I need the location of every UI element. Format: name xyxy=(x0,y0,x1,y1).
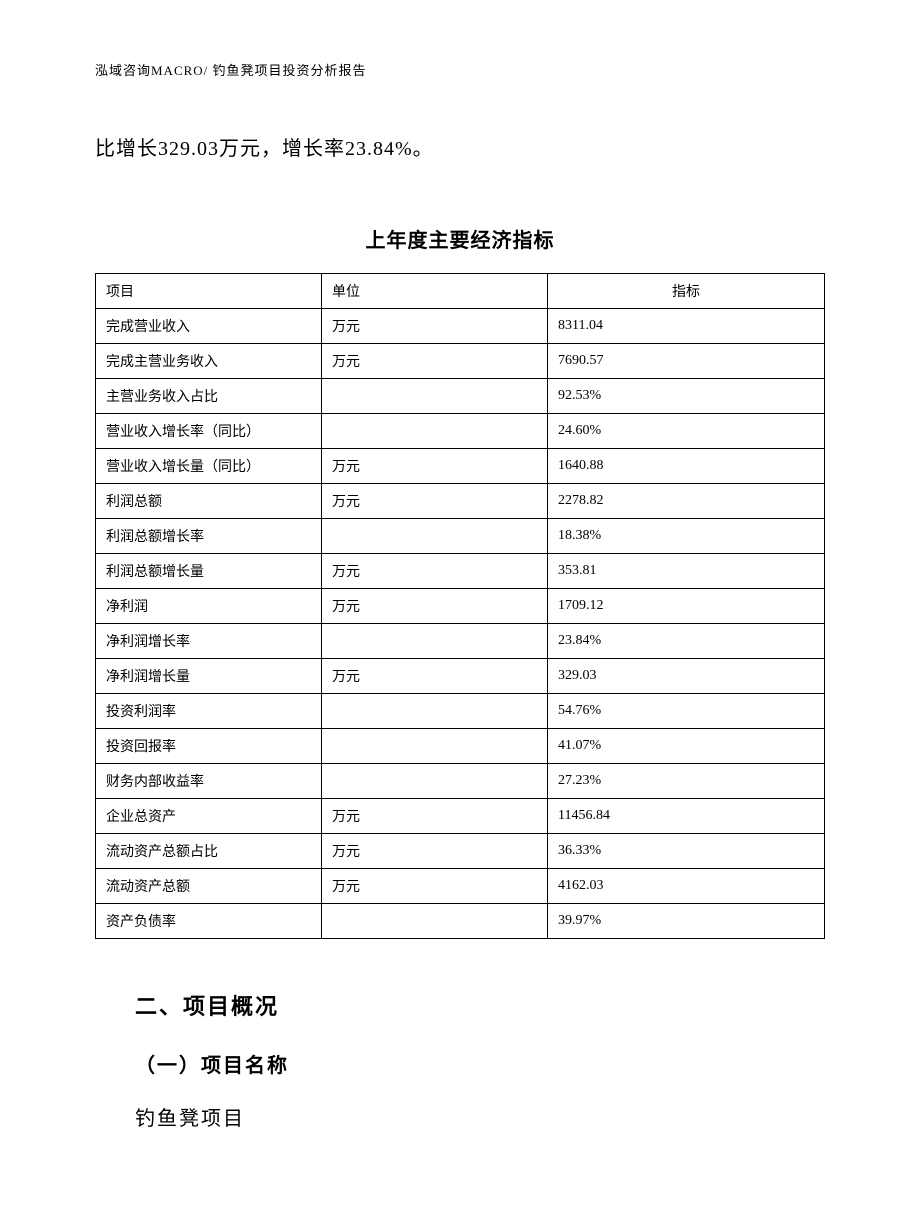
table-cell: 净利润增长量 xyxy=(96,659,322,694)
table-cell: 净利润 xyxy=(96,589,322,624)
table-header-cell: 项目 xyxy=(96,274,322,309)
table-row: 流动资产总额万元4162.03 xyxy=(96,869,825,904)
table-cell: 企业总资产 xyxy=(96,799,322,834)
table-cell: 万元 xyxy=(321,834,547,869)
table-row: 营业收入增长率（同比） 24.60% xyxy=(96,414,825,449)
table-cell: 41.07% xyxy=(547,729,824,764)
table-row: 利润总额增长量万元353.81 xyxy=(96,554,825,589)
table-cell: 27.23% xyxy=(547,764,824,799)
table-row: 净利润万元1709.12 xyxy=(96,589,825,624)
table-cell: 4162.03 xyxy=(547,869,824,904)
table-cell: 万元 xyxy=(321,869,547,904)
table-cell: 投资回报率 xyxy=(96,729,322,764)
table-cell: 利润总额增长量 xyxy=(96,554,322,589)
table-cell: 353.81 xyxy=(547,554,824,589)
table-row: 完成营业收入万元8311.04 xyxy=(96,309,825,344)
table-title: 上年度主要经济指标 xyxy=(95,224,825,253)
section-heading: 二、项目概况 xyxy=(135,989,825,1021)
table-cell: 36.33% xyxy=(547,834,824,869)
table-cell: 8311.04 xyxy=(547,309,824,344)
table-cell: 万元 xyxy=(321,659,547,694)
table-header-cell: 单位 xyxy=(321,274,547,309)
table-header-row: 项目 单位 指标 xyxy=(96,274,825,309)
table-cell xyxy=(321,624,547,659)
document-header: 泓域咨询MACRO/ 钓鱼凳项目投资分析报告 xyxy=(95,60,825,79)
table-row: 营业收入增长量（同比）万元1640.88 xyxy=(96,449,825,484)
table-cell xyxy=(321,694,547,729)
table-cell: 利润总额 xyxy=(96,484,322,519)
body-paragraph: 比增长329.03万元，增长率23.84%。 xyxy=(95,129,825,169)
table-cell: 万元 xyxy=(321,449,547,484)
table-cell xyxy=(321,904,547,939)
table-cell: 投资利润率 xyxy=(96,694,322,729)
table-row: 净利润增长率 23.84% xyxy=(96,624,825,659)
table-row: 投资回报率 41.07% xyxy=(96,729,825,764)
table-cell: 万元 xyxy=(321,554,547,589)
table-cell xyxy=(321,414,547,449)
table-cell: 1640.88 xyxy=(547,449,824,484)
table-row: 利润总额万元2278.82 xyxy=(96,484,825,519)
table-row: 净利润增长量万元329.03 xyxy=(96,659,825,694)
table-cell: 万元 xyxy=(321,344,547,379)
table-cell: 资产负债率 xyxy=(96,904,322,939)
content-text: 钓鱼凳项目 xyxy=(135,1102,825,1131)
table-row: 完成主营业务收入万元7690.57 xyxy=(96,344,825,379)
table-cell: 营业收入增长量（同比） xyxy=(96,449,322,484)
economic-indicators-table: 项目 单位 指标 完成营业收入万元8311.04完成主营业务收入万元7690.5… xyxy=(95,273,825,939)
table-cell: 营业收入增长率（同比） xyxy=(96,414,322,449)
table-cell: 完成主营业务收入 xyxy=(96,344,322,379)
table-cell: 1709.12 xyxy=(547,589,824,624)
table-cell: 万元 xyxy=(321,589,547,624)
sub-heading: （一）项目名称 xyxy=(135,1049,825,1078)
table-cell: 7690.57 xyxy=(547,344,824,379)
table-cell: 92.53% xyxy=(547,379,824,414)
table-cell: 54.76% xyxy=(547,694,824,729)
table-row: 利润总额增长率 18.38% xyxy=(96,519,825,554)
table-row: 投资利润率 54.76% xyxy=(96,694,825,729)
table-cell: 净利润增长率 xyxy=(96,624,322,659)
table-cell: 完成营业收入 xyxy=(96,309,322,344)
table-row: 资产负债率 39.97% xyxy=(96,904,825,939)
table-cell: 18.38% xyxy=(547,519,824,554)
table-cell: 财务内部收益率 xyxy=(96,764,322,799)
table-cell xyxy=(321,764,547,799)
table-row: 财务内部收益率 27.23% xyxy=(96,764,825,799)
table-header-cell: 指标 xyxy=(547,274,824,309)
table-cell: 2278.82 xyxy=(547,484,824,519)
table-cell: 24.60% xyxy=(547,414,824,449)
table-cell: 11456.84 xyxy=(547,799,824,834)
table-cell: 万元 xyxy=(321,799,547,834)
table-row: 企业总资产万元11456.84 xyxy=(96,799,825,834)
table-cell: 万元 xyxy=(321,309,547,344)
table-row: 主营业务收入占比 92.53% xyxy=(96,379,825,414)
table-cell: 流动资产总额占比 xyxy=(96,834,322,869)
table-cell xyxy=(321,519,547,554)
table-cell: 利润总额增长率 xyxy=(96,519,322,554)
table-row: 流动资产总额占比万元36.33% xyxy=(96,834,825,869)
table-body: 完成营业收入万元8311.04完成主营业务收入万元7690.57主营业务收入占比… xyxy=(96,309,825,939)
table-cell xyxy=(321,729,547,764)
table-cell: 流动资产总额 xyxy=(96,869,322,904)
table-cell: 主营业务收入占比 xyxy=(96,379,322,414)
table-cell xyxy=(321,379,547,414)
table-cell: 万元 xyxy=(321,484,547,519)
table-cell: 23.84% xyxy=(547,624,824,659)
table-cell: 329.03 xyxy=(547,659,824,694)
table-cell: 39.97% xyxy=(547,904,824,939)
